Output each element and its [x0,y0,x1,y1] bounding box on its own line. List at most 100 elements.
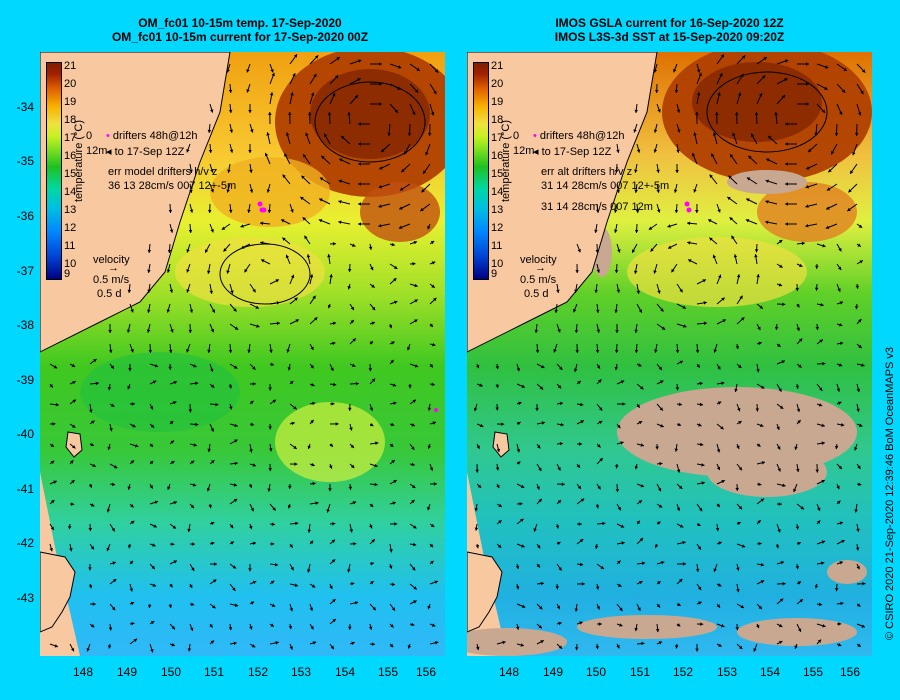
current-arrow-head [71,363,76,367]
current-arrow-head [414,364,419,368]
current-arrow-head [841,89,846,93]
current-arrow-head [838,266,842,270]
current-arrow-head [751,133,755,137]
current-arrow-head [600,565,604,570]
current-arrow-head [821,441,825,445]
left-title-line2: OM_fc01 10-15m current for 17-Sep-2020 0… [111,30,369,44]
current-arrow-head [841,539,845,544]
current-arrow-head [173,560,177,564]
x-tick-label: 156 [839,665,861,679]
current-arrow-head [673,189,678,193]
current-arrow-head [703,301,707,305]
current-arrow-head [397,65,402,69]
warm-eddy-core [310,69,430,159]
current-arrow-head [633,270,638,274]
current-arrow-head [90,624,95,628]
current-arrow-head [246,69,250,73]
current-arrow-head [653,270,657,274]
current-arrow-head [127,289,132,293]
colorbar-tick: 13 [64,204,77,216]
current-arrow-head [674,89,679,93]
current-arrow-head [50,526,54,531]
current-arrow-head [358,202,361,206]
current-arrow-head [333,382,337,387]
current-arrow-head [370,266,374,271]
current-arrow-head [307,445,311,450]
current-arrow-head [822,361,826,366]
current-arrow-head [427,445,432,449]
current-arrow-head [228,626,233,631]
current-arrow-head [232,587,236,591]
current-arrow-head [247,349,251,353]
current-arrow-head [394,522,398,526]
current-arrow-head [72,399,76,403]
current-arrow-head [858,423,863,427]
current-arrow-head [210,541,215,546]
current-arrow-head [429,364,433,368]
current-arrow-head [795,526,800,530]
current-arrow-head [130,309,134,313]
current-arrow-head [746,177,751,181]
current-arrow-head [284,153,288,157]
current-arrow-head [132,424,136,428]
current-arrow-head [695,209,699,213]
current-arrow-head [476,445,480,449]
current-arrow-head [326,509,330,513]
current-arrow-head [748,155,752,160]
current-arrow-head [815,265,819,269]
current-arrow-head [52,422,56,426]
current-arrow-head [855,285,860,289]
current-arrow-head [290,566,294,571]
current-arrow-head [595,209,600,213]
current-arrow-head [700,622,704,626]
current-arrow-head [754,249,759,253]
current-arrow-head [171,625,175,630]
current-arrow-head [264,152,269,157]
current-arrow-head [540,581,544,586]
current-arrow-head [615,465,619,469]
current-arrow-head [633,129,637,133]
current-arrow-head [698,72,702,77]
current-arrow-head [821,423,825,428]
current-arrow-head [285,254,290,259]
x-tick-label: 156 [415,665,437,679]
current-arrow-head [541,421,546,425]
current-arrow-head [745,219,750,223]
ocean-area [40,52,445,656]
current-arrow-head [206,487,211,492]
current-arrow-head [785,182,788,186]
current-arrow-head [247,209,251,213]
legend-drifters-to-text: to 17-Sep 12Z [114,146,185,158]
current-arrow-head [515,626,520,630]
current-arrow-head [634,109,639,113]
current-arrow-head [166,309,171,313]
current-arrow-head [716,449,721,453]
current-arrow-head [371,642,376,646]
current-arrow-head [228,89,233,93]
current-arrow-head [774,112,778,116]
current-arrow-head [785,142,788,146]
current-arrow-head [837,642,842,647]
current-arrow-head [234,423,238,428]
current-arrow-head [285,132,290,136]
current-arrow-head [167,249,172,253]
current-arrow-head [89,409,93,413]
current-arrow-head [427,605,431,610]
current-arrow-head [153,524,157,528]
current-arrow-head [210,428,214,432]
current-arrow-head [556,289,560,293]
current-arrow-head [214,562,218,566]
current-arrow-head [541,364,545,369]
current-arrow-head [394,109,399,113]
current-arrow-head [806,166,810,170]
current-arrow-head [401,168,405,173]
current-arrow-head [682,562,686,566]
current-arrow-head [496,484,500,489]
current-arrow-head [615,330,619,333]
current-arrow-head [313,73,317,78]
current-arrow-head [718,643,722,647]
current-arrow-head [348,486,353,490]
current-arrow-head [683,324,687,328]
current-arrow-head [318,219,323,223]
current-arrow-head [416,67,420,71]
